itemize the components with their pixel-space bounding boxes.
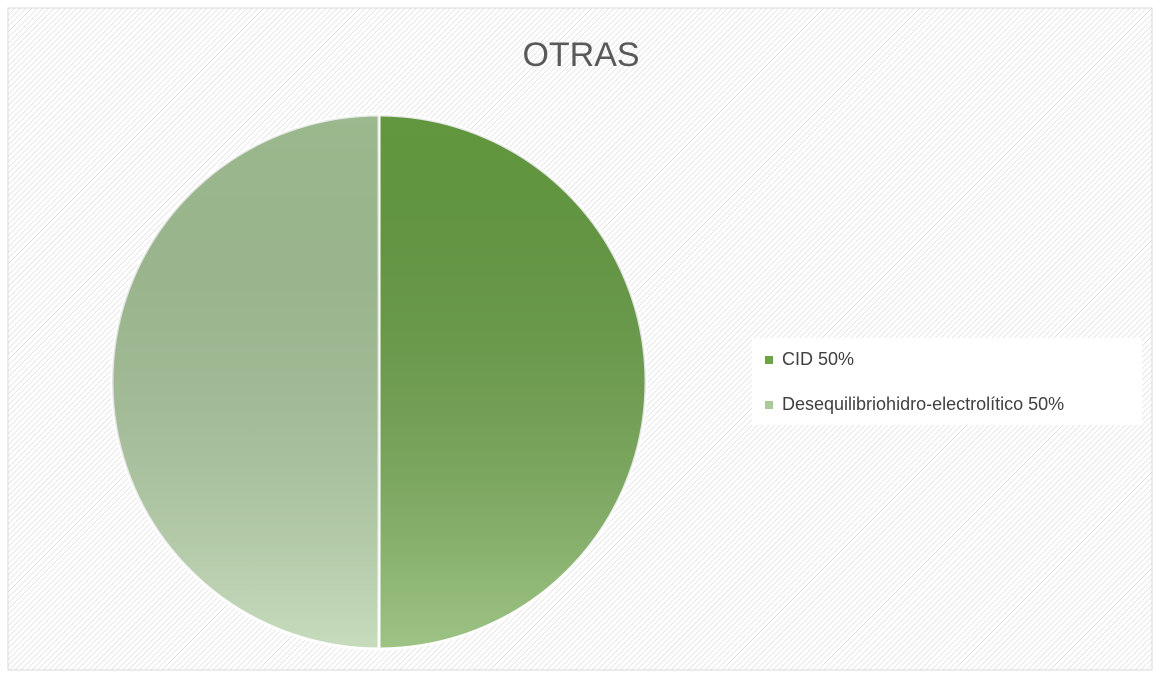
chart-title: OTRAS (522, 36, 639, 74)
legend-value: 50% (818, 349, 854, 369)
legend-value: 50% (1028, 394, 1064, 414)
pie (110, 113, 648, 651)
legend-marker (765, 401, 773, 409)
legend-box (752, 338, 1142, 425)
legend-label: CID 50% (782, 349, 854, 369)
legend-category: Desequilibriohidro-electrolítico (782, 394, 1023, 414)
legend: CID 50%Desequilibriohidro-electrolítico 50… (765, 349, 1064, 414)
legend-marker (765, 356, 773, 364)
legend-label: Desequilibriohidro-electrolítico 50% (782, 394, 1064, 414)
legend-category: CID (782, 349, 813, 369)
